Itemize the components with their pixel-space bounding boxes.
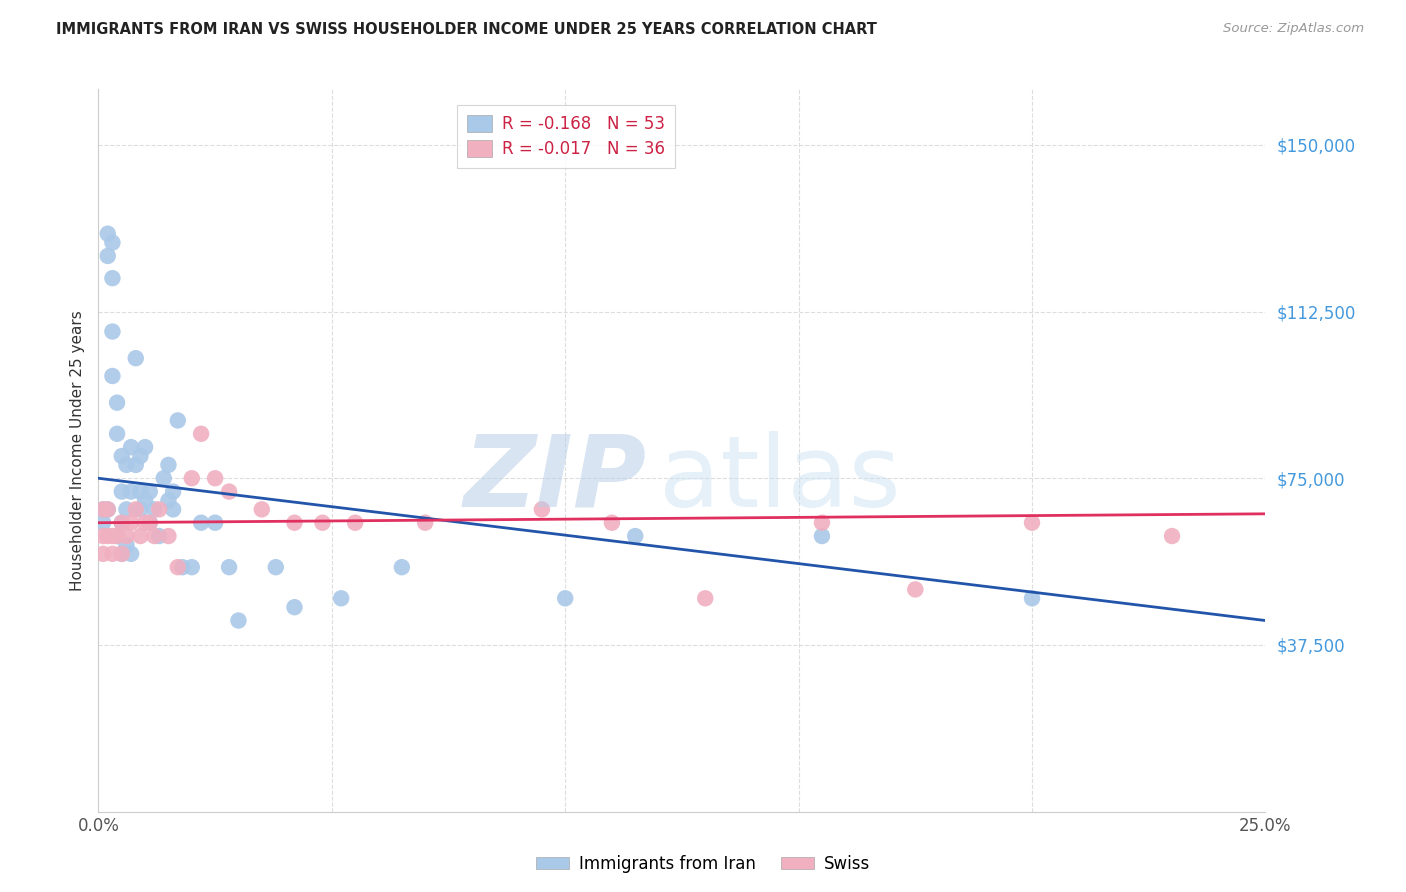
Point <box>904 582 927 597</box>
Point <box>91 516 114 530</box>
Point <box>91 547 114 561</box>
Point <box>250 502 273 516</box>
Point <box>695 591 717 606</box>
Point <box>97 249 120 263</box>
Point <box>125 351 148 366</box>
Point <box>139 516 162 530</box>
Point <box>129 484 152 499</box>
Point <box>101 369 124 384</box>
Point <box>180 471 202 485</box>
Point <box>111 516 134 530</box>
Point <box>91 502 114 516</box>
Point <box>120 484 142 499</box>
Point <box>120 547 142 561</box>
Point <box>115 529 138 543</box>
Point <box>129 449 152 463</box>
Point <box>101 547 124 561</box>
Point <box>391 560 413 574</box>
Point <box>129 529 152 543</box>
Point <box>143 502 166 516</box>
Point <box>115 502 138 516</box>
Point <box>530 502 553 516</box>
Point <box>218 560 240 574</box>
Point <box>600 516 623 530</box>
Point <box>105 529 128 543</box>
Point <box>180 560 202 574</box>
Point <box>172 560 194 574</box>
Point <box>125 502 148 516</box>
Point <box>101 271 124 285</box>
Point <box>166 413 188 427</box>
Legend: R = -0.168   N = 53, R = -0.017   N = 36: R = -0.168 N = 53, R = -0.017 N = 36 <box>457 104 675 168</box>
Point <box>413 516 436 530</box>
Point <box>157 529 180 543</box>
Text: Source: ZipAtlas.com: Source: ZipAtlas.com <box>1223 22 1364 36</box>
Point <box>311 516 333 530</box>
Point <box>105 529 128 543</box>
Point <box>101 235 124 250</box>
Point <box>330 591 353 606</box>
Point <box>134 516 156 530</box>
Point <box>166 560 188 574</box>
Point <box>111 484 134 499</box>
Point <box>120 516 142 530</box>
Point <box>111 449 134 463</box>
Point <box>190 426 212 441</box>
Point <box>283 600 305 615</box>
Point <box>264 560 287 574</box>
Point <box>1161 529 1184 543</box>
Point <box>120 440 142 454</box>
Text: ZIP: ZIP <box>464 431 647 528</box>
Point <box>344 516 367 530</box>
Point <box>162 484 184 499</box>
Y-axis label: Householder Income Under 25 years: Householder Income Under 25 years <box>69 310 84 591</box>
Point <box>97 227 120 241</box>
Point <box>152 471 174 485</box>
Point <box>148 502 170 516</box>
Legend: Immigrants from Iran, Swiss: Immigrants from Iran, Swiss <box>529 848 877 880</box>
Point <box>111 516 134 530</box>
Point <box>283 516 305 530</box>
Point <box>157 493 180 508</box>
Point <box>101 325 124 339</box>
Point <box>105 426 128 441</box>
Point <box>97 502 120 516</box>
Point <box>139 516 162 530</box>
Text: IMMIGRANTS FROM IRAN VS SWISS HOUSEHOLDER INCOME UNDER 25 YEARS CORRELATION CHAR: IMMIGRANTS FROM IRAN VS SWISS HOUSEHOLDE… <box>56 22 877 37</box>
Point <box>148 529 170 543</box>
Point <box>228 614 250 628</box>
Point <box>91 529 114 543</box>
Point <box>129 502 152 516</box>
Point <box>204 471 226 485</box>
Point <box>190 516 212 530</box>
Point <box>554 591 576 606</box>
Point <box>811 516 834 530</box>
Point <box>111 547 134 561</box>
Point <box>111 547 134 561</box>
Point <box>97 529 120 543</box>
Point <box>97 502 120 516</box>
Text: atlas: atlas <box>658 431 900 528</box>
Point <box>139 484 162 499</box>
Point <box>218 484 240 499</box>
Point <box>105 395 128 409</box>
Point <box>134 440 156 454</box>
Point <box>1021 591 1043 606</box>
Point <box>115 458 138 472</box>
Point <box>204 516 226 530</box>
Point <box>125 458 148 472</box>
Point <box>162 502 184 516</box>
Point <box>101 529 124 543</box>
Point <box>1021 516 1043 530</box>
Point <box>811 529 834 543</box>
Point <box>157 458 180 472</box>
Point <box>143 529 166 543</box>
Point <box>134 493 156 508</box>
Point <box>115 538 138 552</box>
Point <box>91 502 114 516</box>
Point <box>624 529 647 543</box>
